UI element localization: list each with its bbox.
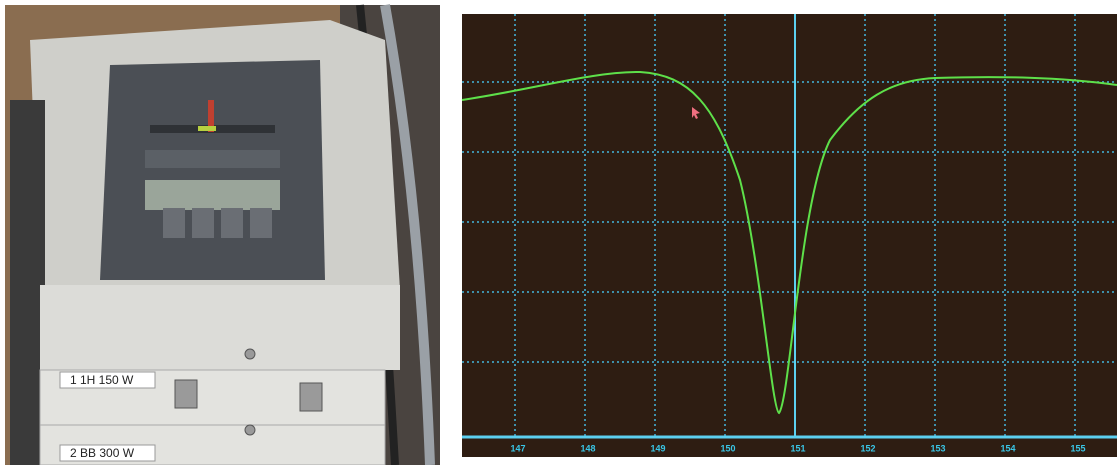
x-tick-label: 149 bbox=[650, 443, 665, 453]
label-box bbox=[59, 444, 156, 462]
control-panel bbox=[100, 60, 325, 280]
tick-labels: 147 148 149 150 151 152 153 154 155 bbox=[510, 443, 1085, 453]
status-strip bbox=[145, 150, 280, 168]
cable bbox=[380, 4, 435, 465]
lcd bbox=[145, 180, 280, 210]
connectors bbox=[174, 348, 323, 436]
meter-bar bbox=[208, 100, 214, 132]
scope: 147 148 149 150 151 152 153 154 155 bbox=[461, 14, 1117, 457]
module-label: 2 BB 300 W bbox=[70, 446, 135, 460]
photo: 1 1H 150 W 2 BB 300 W bbox=[5, 4, 440, 465]
module-label: 1 1H 150 W bbox=[70, 373, 134, 387]
cursor bbox=[692, 107, 700, 119]
tuning-curve bbox=[461, 70, 1117, 415]
x-tick-label: 154 bbox=[1000, 443, 1015, 453]
label-box bbox=[59, 371, 156, 389]
x-tick-label: 155 bbox=[1070, 443, 1085, 453]
meter-leds bbox=[198, 126, 216, 131]
x-tick-label: 148 bbox=[580, 443, 595, 453]
grid bbox=[462, 14, 1117, 437]
buttons bbox=[163, 208, 272, 238]
amplifier-lower bbox=[40, 285, 400, 370]
scope-screen bbox=[462, 14, 1117, 457]
x-tick-label: 151 bbox=[790, 443, 805, 453]
x-tick-label: 152 bbox=[860, 443, 875, 453]
amplifier-side bbox=[10, 100, 45, 465]
x-tick-label: 150 bbox=[720, 443, 735, 453]
x-tick-label: 147 bbox=[510, 443, 525, 453]
x-tick-label: 153 bbox=[930, 443, 945, 453]
